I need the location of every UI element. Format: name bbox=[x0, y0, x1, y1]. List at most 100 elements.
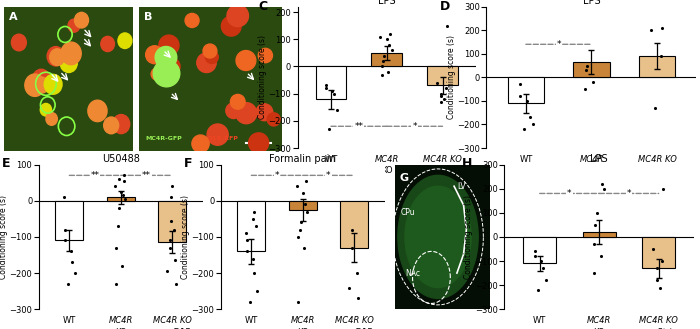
Point bbox=[379, 53, 390, 58]
Point bbox=[651, 278, 662, 283]
Bar bbox=[340, 201, 368, 248]
Point bbox=[435, 94, 446, 99]
Point bbox=[244, 299, 256, 305]
Point bbox=[353, 296, 364, 301]
Point bbox=[655, 53, 666, 59]
Text: F: F bbox=[184, 157, 192, 170]
Point bbox=[435, 99, 447, 104]
Point bbox=[248, 209, 260, 214]
Y-axis label: Conditioning score (s): Conditioning score (s) bbox=[0, 195, 8, 279]
Point bbox=[162, 268, 173, 274]
Point bbox=[300, 178, 312, 184]
Text: LV: LV bbox=[457, 182, 466, 191]
Text: A: A bbox=[8, 13, 18, 22]
Point bbox=[169, 258, 181, 263]
Point bbox=[524, 115, 535, 120]
Point bbox=[440, 86, 452, 91]
Point bbox=[654, 285, 666, 290]
Point bbox=[657, 25, 668, 31]
Circle shape bbox=[33, 69, 50, 89]
Point bbox=[294, 227, 305, 232]
Point bbox=[323, 126, 335, 132]
Text: *: * bbox=[556, 40, 561, 49]
Text: WT: WT bbox=[519, 155, 533, 164]
Circle shape bbox=[256, 104, 273, 121]
Circle shape bbox=[153, 60, 180, 87]
Point bbox=[109, 184, 120, 189]
Circle shape bbox=[236, 103, 257, 124]
Point bbox=[582, 63, 593, 68]
Point bbox=[648, 246, 659, 252]
Text: MC4R KO: MC4R KO bbox=[423, 155, 462, 164]
Point bbox=[588, 270, 599, 276]
Text: G: G bbox=[399, 173, 408, 183]
Circle shape bbox=[267, 113, 280, 126]
Text: KO: KO bbox=[115, 328, 127, 329]
Point bbox=[383, 69, 394, 74]
Circle shape bbox=[25, 74, 45, 96]
Point bbox=[241, 249, 253, 254]
Point bbox=[438, 96, 449, 102]
Bar bbox=[288, 201, 317, 210]
Text: MC4R: MC4R bbox=[108, 316, 133, 325]
Text: MC4R: MC4R bbox=[587, 316, 611, 325]
Bar bbox=[427, 66, 458, 86]
Circle shape bbox=[203, 44, 217, 58]
Circle shape bbox=[118, 33, 132, 48]
Point bbox=[119, 173, 130, 178]
Point bbox=[376, 72, 387, 77]
Circle shape bbox=[207, 124, 228, 145]
Point bbox=[598, 186, 610, 191]
Bar bbox=[524, 237, 556, 264]
Bar bbox=[372, 53, 402, 66]
Text: D: D bbox=[440, 0, 451, 13]
Point bbox=[657, 258, 668, 264]
Text: B: B bbox=[144, 13, 153, 22]
Point bbox=[58, 194, 69, 200]
Text: *: * bbox=[626, 189, 631, 198]
Circle shape bbox=[221, 16, 241, 36]
Point bbox=[587, 79, 598, 85]
Point bbox=[171, 281, 182, 287]
Text: KO: KO bbox=[381, 166, 393, 175]
Point bbox=[650, 105, 661, 111]
Circle shape bbox=[40, 103, 52, 116]
Point bbox=[382, 37, 393, 42]
Bar bbox=[55, 201, 83, 240]
Point bbox=[117, 193, 128, 198]
Text: MC4R KO: MC4R KO bbox=[638, 155, 677, 164]
Title: Formalin pain: Formalin pain bbox=[270, 154, 336, 164]
Point bbox=[645, 28, 657, 33]
Circle shape bbox=[35, 77, 49, 93]
Text: MC4R KO: MC4R KO bbox=[639, 316, 678, 325]
Text: WT: WT bbox=[63, 316, 76, 325]
Circle shape bbox=[162, 58, 180, 75]
Circle shape bbox=[101, 36, 114, 52]
Circle shape bbox=[104, 117, 119, 134]
Point bbox=[298, 245, 309, 250]
Circle shape bbox=[159, 35, 179, 55]
Point bbox=[164, 238, 176, 243]
Text: KO: KO bbox=[297, 328, 309, 329]
Circle shape bbox=[61, 42, 81, 65]
Text: H: H bbox=[462, 157, 472, 170]
Text: C: C bbox=[258, 0, 267, 13]
Circle shape bbox=[230, 94, 245, 109]
Point bbox=[376, 64, 387, 69]
Point bbox=[515, 93, 526, 99]
Point bbox=[536, 258, 547, 264]
Bar bbox=[106, 197, 135, 201]
Point bbox=[165, 194, 176, 200]
Text: **: ** bbox=[142, 171, 151, 180]
Y-axis label: Conditioning score (s): Conditioning score (s) bbox=[258, 35, 267, 119]
Point bbox=[331, 107, 342, 113]
Text: MC4R: MC4R bbox=[374, 155, 399, 164]
Circle shape bbox=[68, 19, 80, 32]
Text: *: * bbox=[326, 171, 330, 180]
Point bbox=[591, 210, 602, 215]
Point bbox=[327, 88, 338, 93]
Point bbox=[580, 87, 591, 92]
Point bbox=[69, 270, 80, 276]
Text: *: * bbox=[275, 171, 279, 180]
Point bbox=[302, 209, 313, 214]
